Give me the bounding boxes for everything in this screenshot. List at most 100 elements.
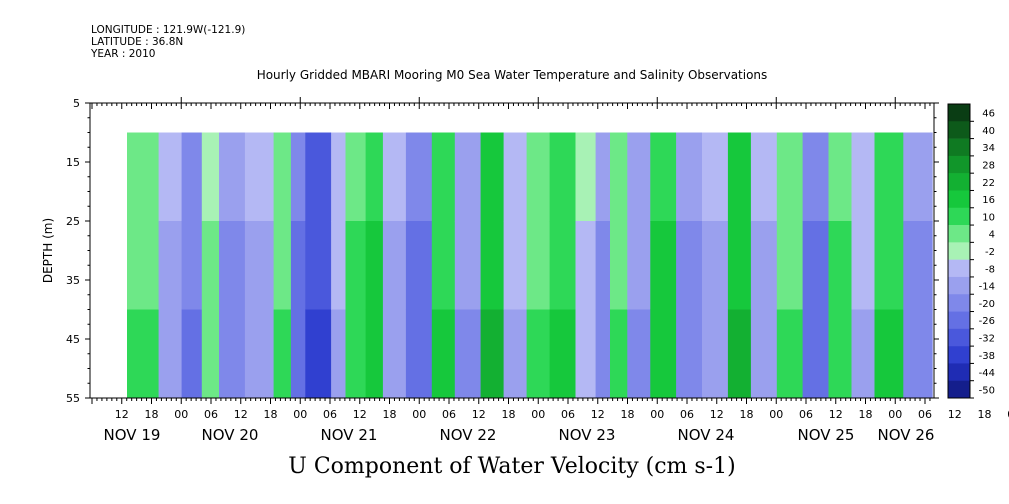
heatmap-cell [431,132,456,222]
heatmap-cell [627,132,651,222]
colorbar-swatch [948,155,970,174]
y-tick-label: 25 [66,215,80,228]
colorbar-swatch [948,190,970,209]
year-label: YEAR : 2010 [91,48,156,60]
heatmap-cell [219,132,246,222]
x-hour-label: 06 [918,408,932,421]
heatmap-cell [874,309,904,399]
heatmap-cell [331,132,347,222]
colorbar-frame [947,103,971,399]
heatmap-cell [273,132,292,222]
x-hour-label: 06 [561,408,575,421]
heatmap-cell [575,132,597,222]
heatmap-cell [650,309,677,399]
x-hour-label: 18 [740,408,754,421]
heatmap-cell [549,221,577,310]
heatmap-cell [290,132,306,222]
y-tick-label: 5 [73,97,80,110]
heatmap-cell [273,309,292,399]
heatmap-cell [305,221,332,310]
heatmap-cell [549,132,577,222]
heatmap-cell [480,132,505,222]
x-hour-label: 18 [621,408,635,421]
heatmap-cell [802,309,830,399]
colorbar-swatch [948,346,970,364]
heatmap-cell [526,221,551,310]
heatmap-cell [903,132,933,222]
colorbar-label: 16 [982,195,995,206]
heatmap-cell [365,132,384,222]
heatmap-cell [750,309,778,399]
heatmap-cell [201,132,220,222]
x-hour-label: 12 [829,408,843,421]
colorbar-swatch [948,104,970,122]
x-hour-label: 18 [502,408,516,421]
heatmap-cell [702,221,729,310]
x-day-label: NOV 26 [878,426,935,444]
colorbar-label: 10 [982,212,995,223]
colorbar-swatch [948,259,970,278]
heatmap-cell [702,309,729,399]
x-hour-label: 12 [115,408,129,421]
x-hour-label: 06 [204,408,218,421]
x-hour-label: 12 [710,408,724,421]
heatmap-cell [676,132,703,222]
heatmap-cell [305,132,332,222]
heatmap-cell [219,309,246,399]
heatmap-cell [201,309,220,399]
colorbar-swatch [948,138,970,157]
x-day-label: NOV 23 [559,426,616,444]
x-day-label: NOV 19 [104,426,161,444]
colorbar-label: 46 [982,109,995,120]
heatmap-cell [650,132,677,222]
colorbar: 46 40 34 28 22 16 10 4 -2 -8 -14 -20 -26 -32 -38 -44 -50 [947,103,995,399]
colorbar-label: 28 [982,161,995,172]
x-hour-label: 00 [888,408,902,421]
heatmap-cell [828,132,853,222]
heatmap-cell [874,221,904,310]
heatmap-cell [431,221,456,310]
x-hour-label: 06 [799,408,813,421]
heatmap-cell [610,132,628,222]
heatmap-cell [549,309,577,399]
heatmap-cell [382,221,407,310]
heatmap-cell [595,132,611,222]
y-tick-label: 45 [66,333,80,346]
heatmap-cell [676,221,703,310]
colorbar-label: -14 [979,282,995,293]
heatmap-cell [382,309,407,399]
colorbar-label: 40 [982,126,995,137]
heatmap-cell [382,132,407,222]
heatmap-cell [802,132,830,222]
heatmap-cell [851,221,876,310]
x-hour-label: 12 [472,408,486,421]
heatmap-cell [595,221,611,310]
colorbar-swatch [948,328,970,347]
colorbar-swatch [948,121,970,139]
heatmap-cell [405,221,433,310]
x-hour-label: 00 [412,408,426,421]
heatmap-cell [610,309,628,399]
colorbar-label: -2 [985,247,995,258]
colorbar-swatch [948,207,970,226]
heatmap-cell [273,221,292,310]
x-hour-label: 18 [264,408,278,421]
heatmap-cell [290,221,306,310]
heatmap-cell [345,132,367,222]
location-info: LONGITUDE : 121.9W(-121.9) LATITUDE : 36… [91,24,245,60]
heatmap-cell [595,309,611,399]
heatmap-cell [702,132,729,222]
heatmap-cell [244,309,275,399]
heatmap-cell [181,221,203,310]
x-day-label: NOV 24 [678,426,735,444]
heatmap-cell [903,221,933,310]
colorbar-label: -32 [979,333,995,344]
heatmap-cell [127,132,160,222]
heatmap-cell [650,221,677,310]
heatmap-cell [526,132,551,222]
x-hour-label: 12 [353,408,367,421]
chart-title: Hourly Gridded MBARI Mooring M0 Sea Wate… [256,68,768,82]
x-hour-label: 00 [531,408,545,421]
heatmap-cell [127,309,160,399]
